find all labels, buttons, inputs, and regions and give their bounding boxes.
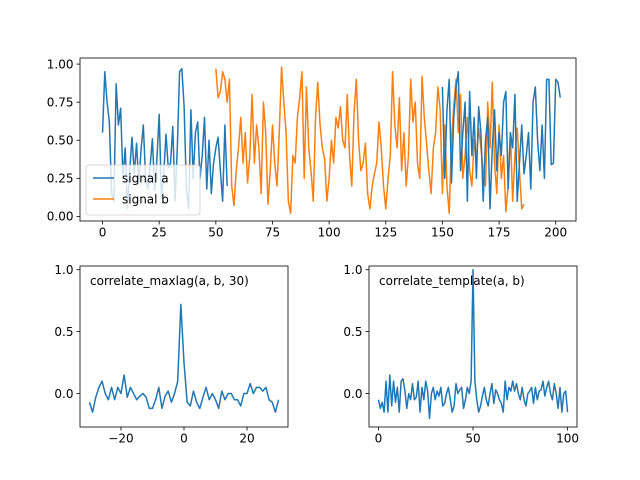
series-line-0: [88, 303, 280, 413]
y-tick-label: 0.5: [54, 325, 73, 339]
x-tick-label: 150: [431, 226, 454, 240]
x-tick-label: 20: [239, 432, 254, 446]
signal-plot: 0 25 50 75 100 125 150 175 200 0.00 0.25 0.50 0.75 1.…: [47, 57, 577, 240]
legend-box: [85, 164, 201, 216]
x-tick-label: 0: [99, 226, 107, 240]
series-group: [377, 268, 569, 420]
y-tick-label: 1.00: [47, 57, 74, 71]
x-tick-label: 25: [152, 226, 167, 240]
y-tick-label: 0.25: [47, 172, 74, 186]
template-correlation-plot: 0 50 100 0.0 0.5 1.0 correlate_template(a, b): [343, 263, 579, 445]
y-tick-label: 1.0: [54, 263, 73, 277]
y-tick-label: 0.0: [343, 387, 362, 401]
series-line-1: [215, 66, 525, 215]
maxlag-correlation-plot: −20 0 20 0.0 0.5 1.0 correlate_maxlag(a, b, 30…: [54, 263, 289, 446]
x-tick-label: 0: [180, 432, 188, 446]
series-line-0: [377, 268, 569, 420]
y-tick-label: 0.0: [54, 387, 73, 401]
y-tick-label: 0.00: [47, 210, 74, 224]
series-group: [88, 303, 280, 413]
x-tick-label: 50: [465, 432, 480, 446]
x-tick-label: 75: [265, 226, 280, 240]
panel-title: correlate_template(a, b): [379, 274, 525, 288]
x-tick-label: 200: [544, 226, 567, 240]
x-tick-label: 0: [375, 432, 383, 446]
x-tick-label: 125: [374, 226, 397, 240]
y-tick-label: 0.75: [47, 95, 74, 109]
x-tick-label: 175: [488, 226, 511, 240]
x-tick-label: 100: [318, 226, 341, 240]
y-tick-label: 1.0: [343, 263, 362, 277]
y-tick-label: 0.5: [343, 325, 362, 339]
legend: signal a signal b: [85, 164, 201, 216]
legend-label: signal a: [122, 171, 169, 185]
x-tick-label: 50: [208, 226, 223, 240]
y-tick-label: 0.50: [47, 134, 74, 148]
legend-label: signal b: [122, 192, 169, 206]
x-tick-label: 100: [556, 432, 579, 446]
series-line-2: [441, 70, 561, 210]
x-tick-label: −20: [108, 432, 133, 446]
axes-frame: [79, 57, 577, 222]
panel-title: correlate_maxlag(a, b, 30): [90, 274, 249, 288]
